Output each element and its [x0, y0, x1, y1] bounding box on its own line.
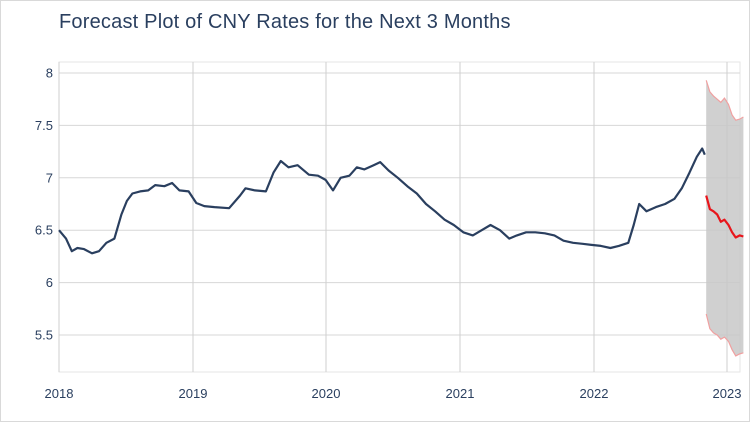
forecast-confidence-band: [706, 80, 744, 357]
chart-title: Forecast Plot of CNY Rates for the Next …: [59, 11, 511, 33]
plot-area: [58, 61, 741, 373]
forecast-lower-bound: [705, 313, 744, 357]
y-tick-label: 5.5: [35, 328, 53, 343]
y-tick-label: 7: [46, 170, 53, 185]
x-tick-label: 2020: [312, 386, 341, 401]
x-tick-label: 2023: [713, 386, 742, 401]
historical-series-line: [58, 147, 706, 255]
x-tick-label: 2019: [179, 386, 208, 401]
x-tick-label: 2022: [580, 386, 609, 401]
forecast-upper-bound: [705, 80, 744, 121]
forecast-series-line: [705, 195, 744, 239]
x-tick-label: 2021: [446, 386, 475, 401]
tick-labels: 5.5 6 6.5 7 7.5 8 2018 2019 2020 2021 2022 2023: [35, 66, 742, 402]
y-tick-label: 6.5: [35, 223, 53, 238]
y-tick-label: 8: [46, 66, 53, 81]
x-tick-label: 2018: [45, 386, 74, 401]
grid-lines: [58, 61, 741, 373]
series-lines: [58, 147, 744, 255]
y-tick-label: 6: [46, 275, 53, 290]
y-tick-label: 7.5: [35, 118, 53, 133]
confidence-band: [705, 80, 744, 357]
